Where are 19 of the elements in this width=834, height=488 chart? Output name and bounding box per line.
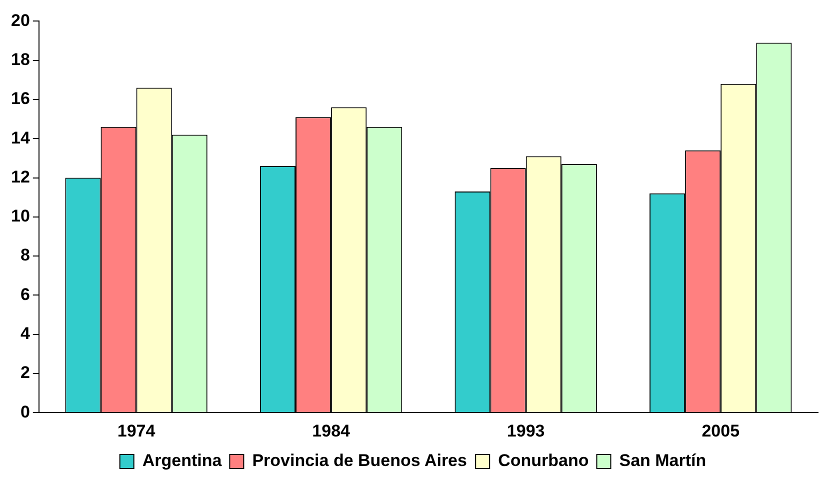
y-tick-label: 6 bbox=[20, 284, 30, 304]
x-tick-label: 1993 bbox=[506, 421, 545, 440]
y-tick-label: 8 bbox=[20, 246, 30, 265]
x-tick-label: 1974 bbox=[117, 421, 156, 440]
y-tick-label: 0 bbox=[20, 402, 30, 422]
legend-label: Conurbano bbox=[498, 451, 589, 470]
y-tick-label: 2 bbox=[20, 363, 30, 382]
y-tick-label: 20 bbox=[10, 10, 30, 30]
legend-label: San Martín bbox=[619, 451, 706, 470]
y-tick-label: 4 bbox=[20, 324, 30, 344]
y-tick-label: 10 bbox=[10, 206, 30, 226]
x-tick-label: 1984 bbox=[312, 421, 351, 440]
legend-label: Argentina bbox=[142, 451, 222, 470]
y-tick-label: 14 bbox=[10, 128, 30, 148]
y-tick-label: 18 bbox=[10, 50, 30, 70]
y-tick-label: 16 bbox=[10, 89, 30, 108]
x-tick-label: 2005 bbox=[702, 421, 740, 440]
y-tick-label: 12 bbox=[10, 167, 30, 186]
legend-label: Provincia de Buenos Aires bbox=[252, 451, 467, 470]
